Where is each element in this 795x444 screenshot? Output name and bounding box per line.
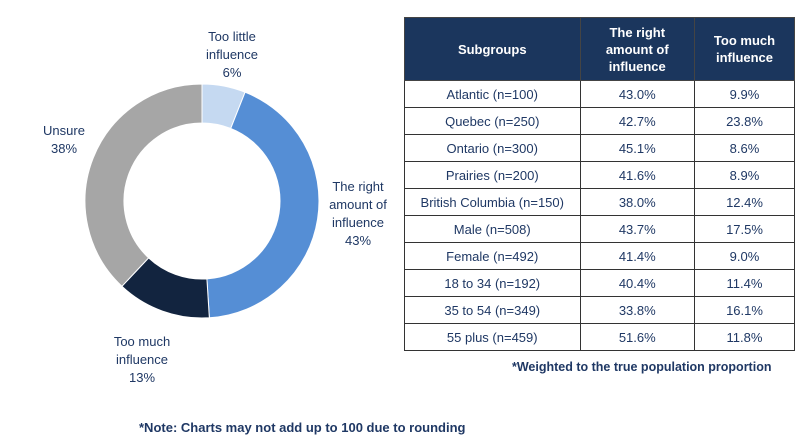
subgroup-cell: Atlantic (n=100) — [404, 80, 581, 108]
slice-label: Too much influence 13% — [97, 333, 187, 387]
too-much-cell: 11.4% — [694, 269, 795, 297]
right-amount-cell: 33.8% — [579, 296, 695, 324]
right-amount-cell: 40.4% — [579, 269, 695, 297]
slice-value: 6% — [222, 65, 242, 80]
subgroup-cell: Quebec (n=250) — [404, 107, 581, 135]
table-row: Female (n=492) 41.4% 9.0% — [404, 242, 795, 270]
donut-chart — [84, 83, 320, 319]
subgroup-cell: 55 plus (n=459) — [404, 323, 581, 351]
too-much-cell: 11.8% — [694, 323, 795, 351]
table-row: Atlantic (n=100) 43.0% 9.9% — [404, 80, 795, 108]
right-amount-cell: 43.7% — [579, 215, 695, 243]
subgroup-table: Subgroups The right amount of influence … — [404, 17, 795, 351]
slice-value: 13% — [128, 370, 156, 385]
right-amount-cell: 43.0% — [579, 80, 695, 108]
slice-label-text: influence — [205, 47, 259, 62]
table-row: 35 to 54 (n=349) 33.8% 16.1% — [404, 296, 795, 324]
slice-label-text: Too little — [208, 29, 256, 44]
right-amount-cell: 51.6% — [579, 323, 695, 351]
slice-label: Unsure 38% — [19, 122, 109, 158]
subgroup-cell: Prairies (n=200) — [404, 161, 581, 189]
table-row: Ontario (n=300) 45.1% 8.6% — [404, 134, 795, 162]
slice-label-text: influence — [115, 352, 169, 367]
donut-slice — [206, 91, 320, 319]
header-too-much: Too much influence — [694, 17, 795, 81]
right-amount-cell: 41.4% — [579, 242, 695, 270]
too-much-cell: 23.8% — [694, 107, 795, 135]
too-much-cell: 9.9% — [694, 80, 795, 108]
slice-label-text: Unsure — [43, 123, 85, 138]
table-row: Male (n=508) 43.7% 17.5% — [404, 215, 795, 243]
too-much-cell: 8.6% — [694, 134, 795, 162]
subgroup-cell: Male (n=508) — [404, 215, 581, 243]
table-row: 55 plus (n=459) 51.6% 11.8% — [404, 323, 795, 351]
too-much-cell: 12.4% — [694, 188, 795, 216]
right-amount-cell: 41.6% — [579, 161, 695, 189]
header-subgroups: Subgroups — [404, 17, 581, 81]
subgroup-cell: 35 to 54 (n=349) — [404, 296, 581, 324]
weighted-note: *Weighted to the true population proport… — [512, 360, 772, 374]
too-much-cell: 8.9% — [694, 161, 795, 189]
table-row: 18 to 34 (n=192) 40.4% 11.4% — [404, 269, 795, 297]
subgroup-cell: Female (n=492) — [404, 242, 581, 270]
slice-label-text: influence — [331, 215, 385, 230]
slice-label-text: The right — [332, 179, 384, 194]
slice-label: Too little influence 6% — [187, 28, 277, 82]
slice-label: The right amount of influence 43% — [313, 178, 403, 250]
too-much-cell: 16.1% — [694, 296, 795, 324]
slice-value: 43% — [344, 233, 372, 248]
subgroup-cell: British Columbia (n=150) — [404, 188, 581, 216]
donut-slice — [84, 83, 203, 287]
right-amount-cell: 42.7% — [579, 107, 695, 135]
table-row: British Columbia (n=150) 38.0% 12.4% — [404, 188, 795, 216]
rounding-note: *Note: Charts may not add up to 100 due … — [139, 420, 466, 435]
subgroup-cell: 18 to 34 (n=192) — [404, 269, 581, 297]
table-row: Quebec (n=250) 42.7% 23.8% — [404, 107, 795, 135]
slice-value: 38% — [50, 141, 78, 156]
right-amount-cell: 38.0% — [579, 188, 695, 216]
right-amount-cell: 45.1% — [579, 134, 695, 162]
slice-label-text: Too much — [113, 334, 171, 349]
table-row: Prairies (n=200) 41.6% 8.9% — [404, 161, 795, 189]
header-right-amount: The right amount of influence — [579, 17, 695, 81]
slice-label-text: amount of — [329, 197, 387, 212]
too-much-cell: 17.5% — [694, 215, 795, 243]
subgroup-cell: Ontario (n=300) — [404, 134, 581, 162]
too-much-cell: 9.0% — [694, 242, 795, 270]
